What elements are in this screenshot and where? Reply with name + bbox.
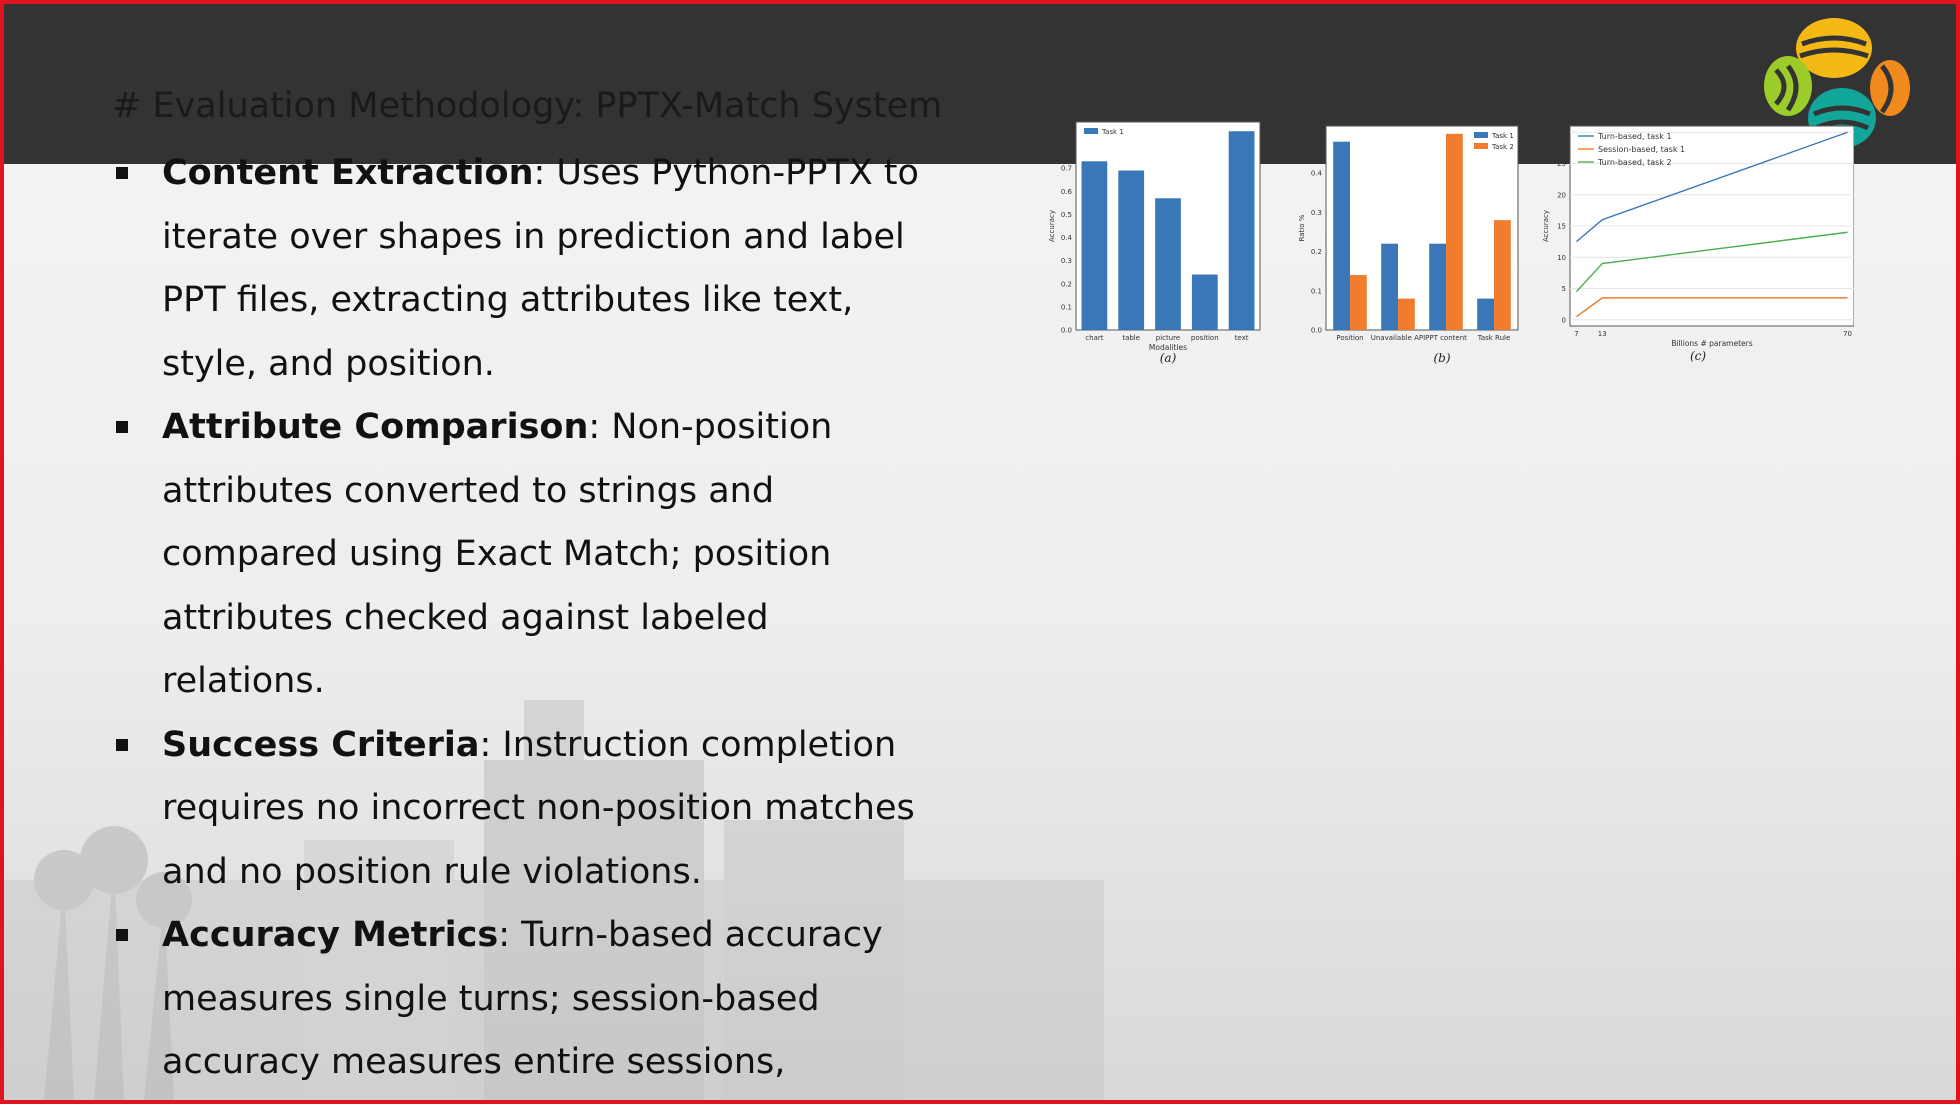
bullet-text: : Uses Python-PPTX to iterate over shape… [162, 153, 919, 384]
legend-label: Session-based, task 1 [1598, 145, 1685, 154]
x-tick-label: chart [1085, 334, 1103, 342]
bullet-item: Accuracy Metrics: Turn-based accuracy me… [112, 904, 942, 1100]
bar [1477, 298, 1494, 330]
x-axis-label: Billions # parameters [1671, 339, 1752, 348]
x-tick-label: Unavailable API [1371, 334, 1425, 342]
x-tick-label: text [1235, 334, 1249, 342]
brand-logo-icon [1764, 18, 1910, 148]
y-tick-label: 0.5 [1061, 211, 1072, 219]
x-tick-label: table [1122, 334, 1140, 342]
bullet-term: Attribute Comparison [162, 407, 589, 447]
legend-swatch [1084, 128, 1098, 134]
results-charts: 0.0 0.1 0.2 0.3 0.4 0.5 0.6 0.7 0.8 Accuracy chart… [1048, 121, 1855, 365]
y-tick-label: 0.5 [1311, 130, 1322, 138]
x-tick-label: picture [1156, 334, 1180, 342]
bar [1350, 275, 1367, 330]
series-line [1575, 231, 1848, 293]
x-tick-label: 13 [1598, 330, 1607, 338]
bullet-square-icon [116, 929, 128, 941]
y-tick-label: 0.3 [1311, 209, 1322, 217]
y-tick-label: 0.0 [1061, 327, 1072, 335]
y-tick-label: 0.3 [1061, 257, 1072, 265]
series-line [1576, 297, 1848, 318]
panel-caption: (a) [1160, 351, 1177, 365]
y-tick-label: 0.6 [1061, 188, 1073, 196]
y-tick-label: 0.1 [1311, 287, 1322, 295]
background-skyline-image [4, 700, 1104, 1100]
bullet-square-icon [116, 421, 128, 433]
x-tick-label: PPT content [1425, 334, 1467, 342]
bar [1191, 274, 1218, 330]
x-tick-label: Position [1336, 334, 1363, 342]
y-tick-label: 0.4 [1311, 170, 1323, 178]
bar [1429, 243, 1446, 330]
x-axis-label: Modalities [1149, 343, 1187, 352]
bullet-text: : Non-position attributes converted to s… [162, 407, 833, 701]
bullet-term: Success Criteria [162, 724, 480, 765]
bar [1118, 170, 1145, 330]
y-tick-label: 25 [1557, 160, 1566, 168]
y-axis-label: Accuracy [1048, 210, 1056, 242]
bar [1398, 298, 1415, 330]
legend-label: Task 1 [1491, 132, 1514, 140]
bar [1228, 131, 1255, 330]
results-figure: 0.0 0.1 0.2 0.3 0.4 0.5 0.6 0.7 0.8 Accuracy chart… [1046, 114, 1855, 374]
y-tick-label: 0.7 [1061, 165, 1072, 173]
y-axis-label: Accuracy [1542, 210, 1550, 242]
bar [1081, 161, 1108, 330]
bullet-term: Accuracy Metrics [162, 915, 499, 955]
bar [1446, 133, 1463, 330]
y-axis-label: Ratio % [1298, 214, 1306, 241]
x-tick-label: Task Rule [1477, 334, 1511, 342]
series-line [1576, 131, 1848, 243]
bullet-item: Success Criteria: Instruction completion… [112, 714, 942, 905]
y-tick-label: 0 [1562, 316, 1566, 324]
y-tick-label: 20 [1557, 191, 1566, 199]
y-tick-label: 30 [1557, 129, 1566, 137]
bullet-term: Content Extraction [162, 153, 534, 193]
bullet-square-icon [116, 167, 128, 179]
y-tick-label: 0.4 [1061, 234, 1073, 242]
y-tick-label: 0.8 [1061, 142, 1072, 150]
x-tick-label: 7 [1574, 330, 1578, 338]
bullet-list: Content Extraction: Uses Python-PPTX to … [112, 142, 942, 1100]
bullet-square-icon [116, 738, 128, 751]
y-tick-label: 0.1 [1061, 303, 1072, 311]
slide-title: # Evaluation Methodology: PPTX-Match Sys… [112, 86, 943, 126]
x-tick-label: 70 [1843, 330, 1852, 338]
bullet-text: : Instruction completion requires no inc… [162, 724, 915, 892]
x-tick-label: position [1191, 334, 1219, 342]
bar [1381, 243, 1398, 330]
legend-label: Turn-based, task 1 [1597, 132, 1672, 141]
y-tick-label: 0.2 [1311, 248, 1322, 256]
legend-label: Task 2 [1491, 143, 1514, 151]
bullet-text: : Turn-based accuracy measures single tu… [162, 915, 883, 1082]
bar [1155, 198, 1181, 330]
legend-label: Task 1 [1101, 128, 1124, 136]
panel-caption: (c) [1690, 349, 1706, 363]
y-tick-label: 0.0 [1311, 327, 1322, 335]
bar [1494, 220, 1511, 330]
legend-label: Turn-based, task 2 [1597, 158, 1672, 167]
legend-swatch [1474, 143, 1488, 149]
bar [1333, 141, 1350, 330]
y-tick-label: 5 [1562, 285, 1566, 293]
bullet-item: Content Extraction: Uses Python-PPTX to … [112, 142, 942, 396]
y-tick-label: 10 [1557, 254, 1566, 262]
legend-swatch [1474, 132, 1488, 138]
y-tick-label: 15 [1557, 223, 1566, 231]
y-tick-label: 0.2 [1061, 280, 1072, 288]
bullet-item: Attribute Comparison: Non-position attri… [112, 396, 942, 714]
panel-caption: (b) [1433, 351, 1450, 365]
